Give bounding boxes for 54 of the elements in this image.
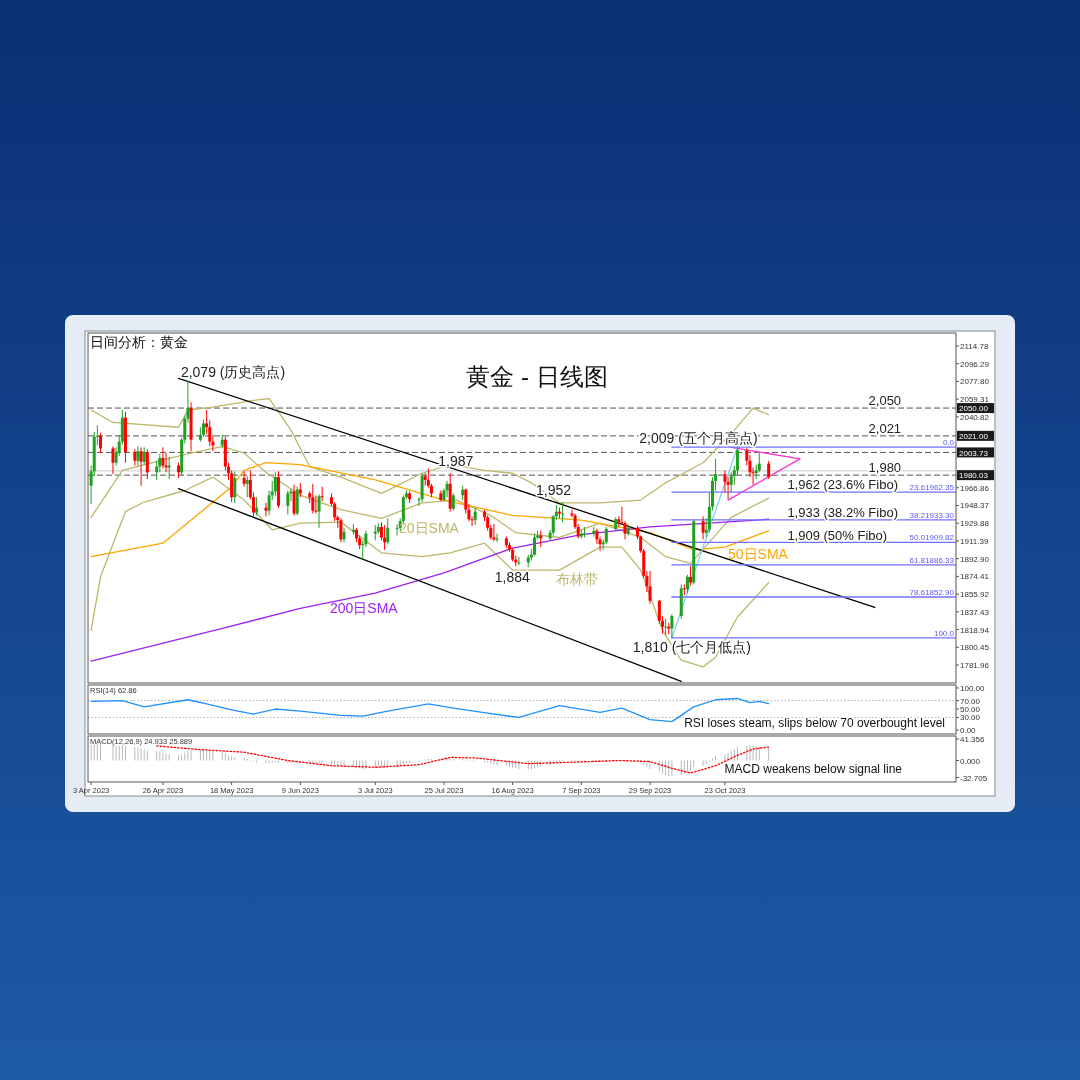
y-tick-label: 1911.39 [960, 536, 989, 546]
y-tick-label: 30.00 [960, 713, 981, 723]
annotation: 78.61852.90 [909, 588, 955, 598]
annotation: 1,933 (38.2% Fibo) [787, 505, 898, 521]
y-tick-label: 0.00 [960, 726, 977, 736]
y-tick-label: 1874.41 [960, 572, 990, 582]
y-tick-label: 2096.29 [960, 359, 990, 369]
annotation: 1,884 [494, 569, 530, 586]
series-label: 布林带 [556, 571, 598, 587]
y-tick-label: 1948.37 [960, 501, 990, 511]
series-label: 200日SMA [330, 600, 399, 616]
ref-line-label: 1980.03 [959, 471, 989, 481]
y-tick-label: 2114.78 [960, 341, 989, 351]
annotation: 50.01909.82 [909, 533, 955, 543]
y-tick-label: 1929.88 [960, 519, 990, 529]
annotation: 2,021 [868, 420, 902, 436]
y-tick-label: 1966.86 [960, 483, 990, 493]
y-tick-label: 70.00 [960, 696, 981, 706]
y-tick-label: 1781.96 [960, 661, 990, 671]
ref-line-label: 2050.00 [959, 404, 989, 414]
y-tick-label: 2040.82 [960, 412, 990, 422]
y-tick-label: 1855.92 [960, 590, 990, 600]
annotation: MACD weakens below signal line [724, 762, 903, 776]
ref-line-label: 2021.00 [959, 432, 989, 442]
annotation: 0.0 [942, 438, 955, 448]
chart-subtitle: 日间分析：黄金 [90, 334, 188, 350]
y-tick-label: 1800.45 [960, 643, 990, 653]
y-tick-label: 0.000 [960, 756, 981, 766]
annotation: 1,980 [868, 460, 902, 476]
annotation: 2,009 (五个月高点) [639, 430, 758, 447]
y-tick-label: 2059.31 [960, 395, 990, 405]
y-tick-label: 41.356 [960, 734, 986, 744]
y-tick-label: 2077.80 [960, 377, 990, 387]
annotation: 38.21933.30 [909, 510, 955, 520]
annotation: 1,962 (23.6% Fibo) [787, 477, 898, 493]
annotation: 2,079 (历史高点) [180, 364, 286, 381]
ref-line-label: 2003.73 [959, 448, 989, 458]
y-tick-label: 50.00 [960, 705, 981, 715]
annotation: 100.0 [933, 628, 955, 638]
annotation: 23.61962.35 [909, 483, 955, 493]
annotation: 1,810 (七个月低点) [632, 639, 751, 656]
annotation: RSI loses steam, slips below 70 overbought level [684, 716, 945, 730]
annotation: 1,909 (50% Fibo) [787, 528, 888, 544]
y-tick-label: 1837.43 [960, 607, 990, 617]
y-tick-label: 100.00 [960, 683, 986, 693]
y-tick-label: 1892.90 [960, 554, 990, 564]
series-label: 50日SMA [728, 546, 789, 562]
annotation: 61.81886.33 [909, 555, 955, 565]
series-label: 20日SMA [399, 520, 460, 536]
annotation: 1,987 [438, 453, 474, 470]
text: 黄金 - 日线图 [466, 363, 608, 390]
y-tick-label: 1818.94 [960, 625, 990, 635]
y-tick-label: -32.705 [960, 773, 988, 783]
annotation: 2,050 [868, 393, 902, 409]
